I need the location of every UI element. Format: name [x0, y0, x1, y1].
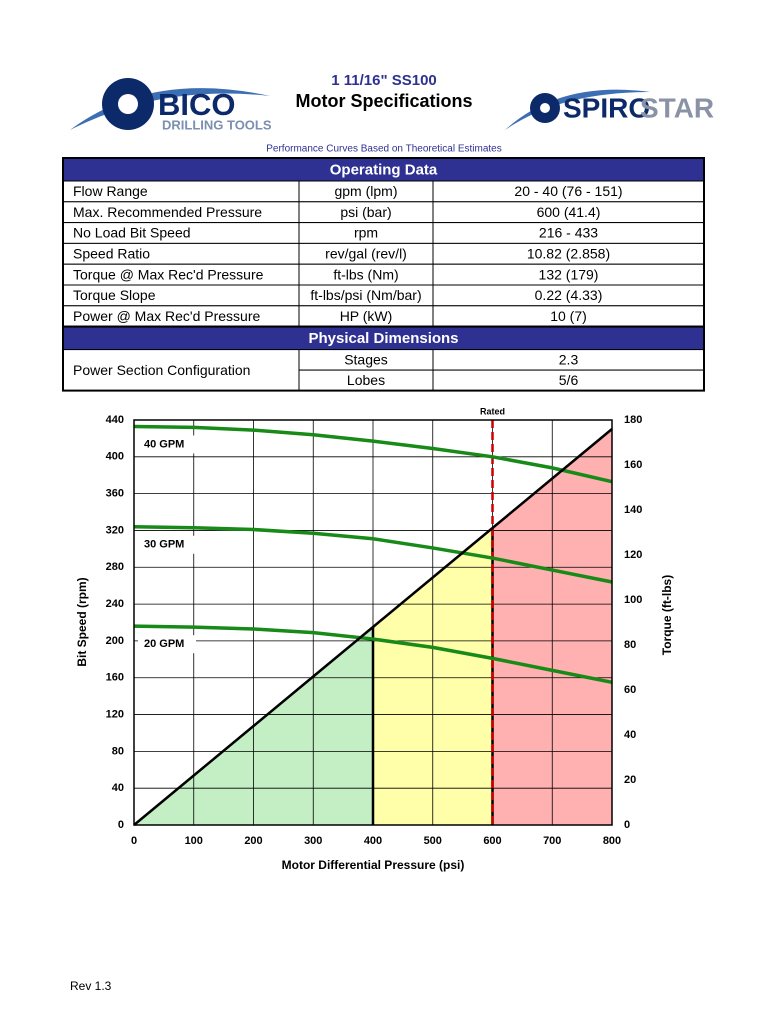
section-title: Physical Dimensions [308, 330, 458, 347]
table-cell: gpm (lpm) [334, 183, 397, 199]
logo-text: SPIRO [563, 92, 650, 123]
logo-left: BICO DRILLING TOOLS [70, 78, 272, 132]
table-cell: 0.22 (4.33) [535, 287, 603, 303]
x-tick-label: 800 [603, 835, 621, 847]
y2-tick-label: 20 [624, 774, 636, 786]
table-cell: rev/gal (rev/l) [325, 246, 407, 262]
y-tick-label: 0 [118, 819, 124, 831]
y2-tick-label: 140 [624, 504, 642, 516]
footer: Rev 1.3 [70, 979, 112, 993]
series-line [133, 428, 613, 826]
table-cell: 5/6 [559, 372, 579, 388]
table-cell: Lobes [347, 372, 385, 388]
y2-tick-label: 80 [624, 639, 636, 651]
table-cell: 20 - 40 (76 - 151) [514, 183, 622, 199]
curve-label-bg [138, 635, 196, 654]
logo-text: DRILLING TOOLS [162, 117, 272, 132]
x-axis-label: Motor Differential Pressure (psi) [282, 858, 465, 872]
table-cell: 600 (41.4) [537, 204, 601, 220]
y-tick-label: 400 [106, 451, 124, 463]
x-tick-label: 500 [424, 835, 442, 847]
table-cell: 132 (179) [539, 266, 599, 282]
table-cell: Power @ Max Rec'd Pressure [73, 308, 260, 324]
series-line [133, 624, 613, 685]
y2-tick-label: 100 [624, 594, 642, 606]
series-line [133, 424, 613, 484]
x-tick-label: 100 [185, 835, 203, 847]
y2-tick-label: 0 [624, 819, 630, 831]
y-tick-label: 360 [106, 488, 124, 500]
table-cell: No Load Bit Speed [73, 225, 191, 241]
y-tick-label: 280 [106, 561, 124, 573]
table-cell: 10 (7) [550, 308, 587, 324]
y-tick-label: 200 [106, 635, 124, 647]
x-tick-label: 600 [483, 835, 501, 847]
logo-right: SPIRO STAR [505, 89, 714, 130]
y-tick-label: 440 [106, 414, 124, 426]
table-border [62, 325, 705, 392]
y2-axis-label: Torque (ft-lbs) [660, 575, 674, 655]
subtitle: Motor Specifications [295, 91, 472, 111]
table-cell: 10.82 (2.858) [527, 246, 610, 262]
table-cell: psi (bar) [340, 204, 391, 220]
logo-text: BICO [158, 87, 236, 122]
table-cell: Flow Range [73, 183, 148, 199]
y-axis-label: Bit Speed (rpm) [75, 577, 89, 666]
y-tick-label: 120 [106, 708, 124, 720]
curve-label: 40 GPM [144, 438, 184, 450]
curve-label-bg [138, 535, 196, 554]
y2-tick-label: 40 [624, 729, 636, 741]
y2-tick-label: 180 [624, 414, 642, 426]
note: Performance Curves Based on Theoretical … [266, 144, 501, 155]
table-cell: ft-lbs (Nm) [333, 266, 398, 282]
table-cell: Torque Slope [73, 287, 156, 303]
logo-text: STAR [640, 92, 714, 123]
y-tick-label: 320 [106, 524, 124, 536]
table-cell: ft-lbs/psi (Nm/bar) [310, 287, 421, 303]
y2-tick-label: 120 [624, 549, 642, 561]
x-tick-label: 300 [304, 835, 322, 847]
table-cell: Speed Ratio [73, 246, 150, 262]
title: 1 11/16" SS100 [331, 72, 437, 89]
rated-label: Rated [480, 406, 505, 416]
y2-tick-label: 160 [624, 459, 642, 471]
table-cell: Torque @ Max Rec'd Pressure [73, 266, 264, 282]
x-tick-label: 700 [543, 835, 561, 847]
table-cell: rpm [354, 225, 378, 241]
y-tick-label: 240 [106, 598, 124, 610]
table-cell: 2.3 [559, 352, 579, 368]
table-cell: Stages [344, 352, 388, 368]
table-cell: 216 - 433 [539, 225, 598, 241]
curve-label: 20 GPM [144, 638, 184, 650]
table-cell-box [62, 349, 300, 392]
x-tick-label: 0 [131, 835, 137, 847]
curve-label-bg [138, 435, 196, 454]
logo-emblem-center [540, 103, 550, 113]
plot-border [133, 419, 613, 826]
logo-emblem-center [118, 94, 138, 114]
y2-tick-label: 60 [624, 684, 636, 696]
series-line [133, 525, 613, 584]
section-title: Operating Data [330, 161, 438, 178]
curve-label: 30 GPM [144, 539, 184, 551]
x-tick-label: 400 [364, 835, 382, 847]
table-cell: Max. Recommended Pressure [73, 204, 262, 220]
y-tick-label: 80 [112, 745, 124, 757]
table-cell: HP (kW) [340, 308, 393, 324]
y-tick-label: 40 [112, 782, 124, 794]
table-cell: Power Section Configuration [73, 362, 250, 378]
x-tick-label: 200 [244, 835, 262, 847]
y-tick-label: 160 [106, 672, 124, 684]
